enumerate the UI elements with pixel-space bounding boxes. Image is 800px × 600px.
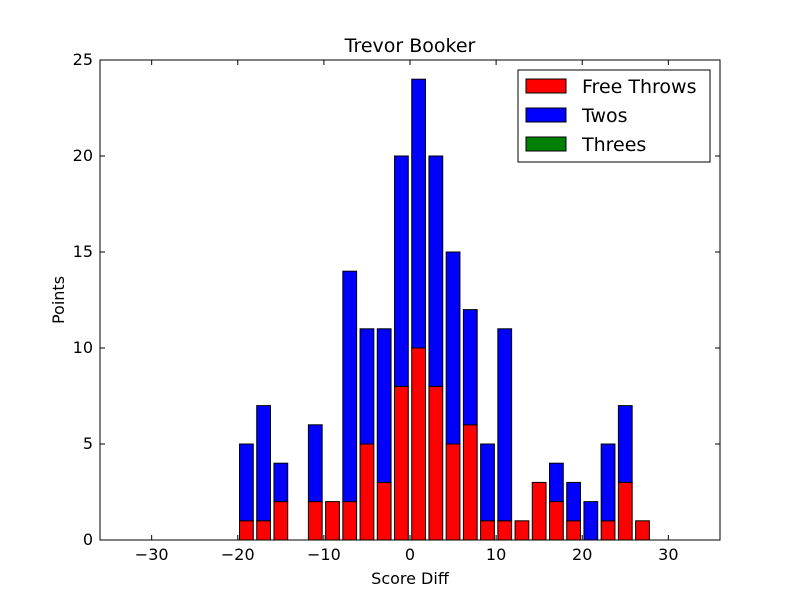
ticks-group: −30 −20 −10 0 10 20 30 0 5 10 15 20 25 [73,50,720,564]
chart-title: Trevor Booker [344,35,476,57]
bar-free-throws-15 [531,481,547,541]
legend: Free Throws Twos Threes [517,69,711,163]
bar-twos-11 [497,328,513,522]
bar-free-throws-5 [445,443,461,541]
legend-label-threes: Threes [581,134,646,156]
x-tick-label: −10 [307,545,341,564]
x-tick-label: −20 [221,545,255,564]
bar-free-throws-13 [514,520,530,541]
plot-frame [99,59,721,541]
legend-label-free-throws: Free Throws [582,76,696,98]
bar-twos--19 [239,443,254,522]
y-tick-label: 5 [83,434,93,453]
y-tick-label: 10 [73,338,93,357]
bar-free-throws--17 [256,520,272,541]
bar-free-throws-9 [480,520,495,541]
bar-free-throws--11 [307,501,323,541]
x-tick-label: 20 [572,545,592,564]
bar-free-throws-11 [497,520,513,541]
bar-twos-5 [445,251,461,445]
x-tick-label: 30 [658,545,678,564]
bar-free-throws--15 [273,501,289,541]
bar-twos--17 [256,405,272,522]
bar-twos-21 [583,501,599,541]
bar-twos-7 [462,309,478,426]
bar-free-throws-23 [600,520,616,541]
bar-twos-23 [600,443,616,522]
bars-group [239,78,650,541]
bar-twos--3 [376,328,392,483]
x-tick-label: 0 [405,545,415,564]
bar-free-throws--1 [394,385,409,541]
bar-twos-19 [566,481,581,522]
bar-free-throws--9 [325,501,340,541]
bar-free-throws--5 [359,443,375,541]
y-axis-label: Points [49,276,68,324]
bar-twos-25 [617,405,633,483]
legend-label-twos: Twos [581,105,628,127]
x-axis-label: Score Diff [371,569,450,588]
y-tick-label: 25 [73,50,93,69]
y-tick-label: 15 [73,242,93,261]
bar-twos-1 [411,78,427,349]
bar-twos--1 [394,155,409,387]
legend-swatch-twos [525,107,567,123]
bar-free-throws--3 [376,481,392,541]
legend-swatch-threes [525,136,567,152]
bar-free-throws-17 [549,501,564,541]
bar-free-throws-19 [566,520,581,541]
bar-twos-9 [480,443,495,522]
bar-free-throws-3 [428,385,444,541]
bar-free-throws--7 [342,501,358,541]
x-tick-label: 10 [486,545,506,564]
legend-swatch-free-throws [525,78,567,94]
bar-free-throws-7 [462,424,478,541]
bar-twos--5 [359,328,375,445]
bar-free-throws-1 [411,347,427,541]
bar-free-throws-27 [635,520,650,541]
y-tick-label: 0 [83,530,93,549]
bar-twos--15 [273,462,289,503]
bar-free-throws--19 [239,520,254,541]
bar-twos-17 [549,462,564,503]
bar-twos--11 [307,424,323,503]
x-tick-label: −30 [135,545,169,564]
bar-twos-3 [428,155,444,387]
y-tick-label: 20 [73,146,93,165]
bar-twos--7 [342,270,358,503]
bar-free-throws-25 [617,481,633,541]
